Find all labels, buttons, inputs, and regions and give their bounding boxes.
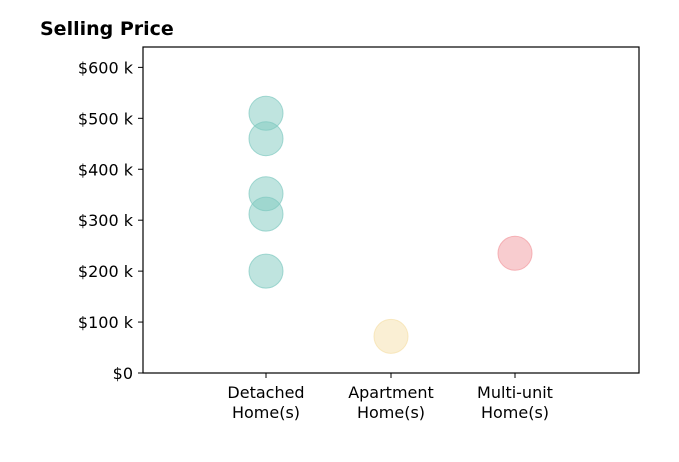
y-tick-label: $600 k [78, 58, 134, 77]
x-axis: Detached Home(s) Apartment Home(s) Multi-uni… [227, 373, 553, 422]
data-point [497, 235, 533, 271]
x-tick-label: Detached Home(s) [227, 383, 304, 422]
data-point [248, 253, 284, 289]
chart-title: Selling Price [40, 18, 174, 40]
points-layer [248, 95, 533, 354]
y-tick-label: $100 k [78, 313, 134, 332]
x-tick-label: Multi-unit Home(s) [477, 383, 553, 422]
y-axis: $0 $100 k $200 k $300 k $400 k $500 k $600 k [78, 58, 143, 383]
data-point [248, 121, 284, 157]
y-tick-label: $400 k [78, 160, 134, 179]
y-tick-label: $0 [113, 364, 133, 383]
y-tick-label: $300 k [78, 211, 134, 230]
x-tick-label: Apartment Home(s) [348, 383, 434, 422]
y-tick-label: $500 k [78, 109, 134, 128]
data-point [248, 196, 284, 232]
y-tick-label: $200 k [78, 262, 134, 281]
data-point [373, 318, 409, 354]
